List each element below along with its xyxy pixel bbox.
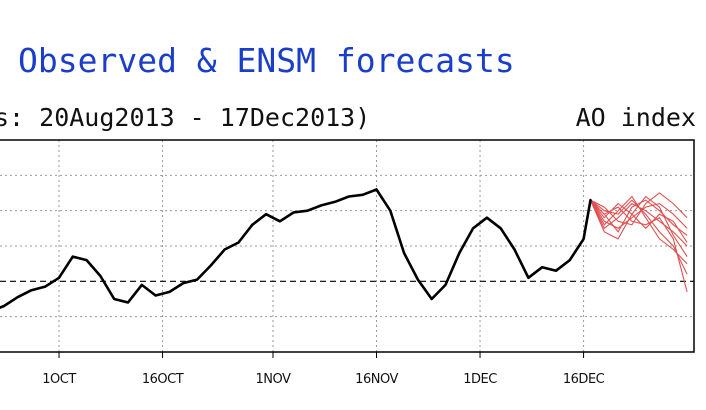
- x-tick-label: 1NOV: [256, 372, 291, 387]
- plot-border: [0, 139, 695, 353]
- x-tick-label: 16DEC: [563, 372, 605, 387]
- forecast-member-line-9: [590, 199, 688, 293]
- chart-title: Observed & ENSM forecasts: [18, 41, 515, 80]
- forecast-member-line-5: [590, 199, 688, 243]
- index-label: AO index: [576, 103, 696, 132]
- chart-subtitle: s: 20Aug2013 - 17Dec2013): [0, 103, 370, 132]
- x-tick-label: 1DEC: [463, 372, 497, 387]
- forecast-member-line-8: [590, 199, 688, 229]
- x-tick-label: 1OCT: [42, 372, 76, 387]
- x-axis-ticks: 1OCT 16OCT 1NOV 16NOV 1DEC 16DEC: [42, 352, 605, 387]
- plot-frame: [0, 139, 695, 353]
- grid-lines: [0, 140, 694, 352]
- forecast-member-line-3: [590, 199, 688, 236]
- forecast-member-line-6: [589, 195, 688, 257]
- x-tick-label: 16NOV: [355, 372, 398, 387]
- x-tick-label: 16OCT: [142, 372, 184, 387]
- forecast-members: [589, 192, 688, 293]
- forecast-member-line-7: [590, 199, 688, 275]
- observed-line: [0, 188, 592, 309]
- observed-series: [0, 188, 592, 309]
- forecast-member-line-4: [590, 192, 688, 226]
